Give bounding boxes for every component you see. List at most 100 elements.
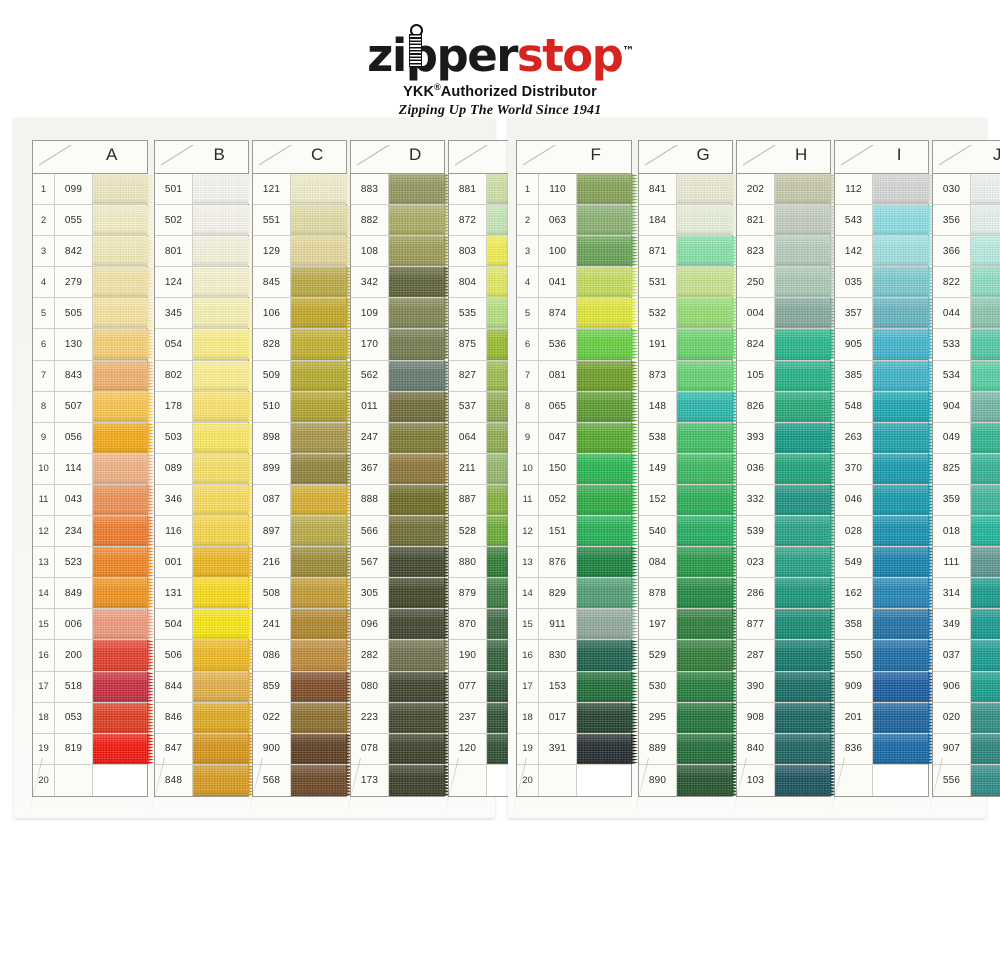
color-swatch[interactable] bbox=[971, 516, 1000, 547]
swatch-row[interactable]: 3 842 bbox=[33, 236, 154, 268]
color-swatch[interactable] bbox=[775, 453, 837, 484]
color-column-g[interactable]: G 841 184 871 531 532 191 873 148 538 149 152 540 084… bbox=[638, 140, 739, 797]
swatch-row[interactable]: 2 063 bbox=[517, 205, 638, 237]
swatch-row[interactable]: 883 bbox=[351, 174, 451, 206]
color-swatch[interactable] bbox=[677, 267, 739, 298]
swatch-row[interactable]: 332 bbox=[737, 484, 837, 517]
swatch-row[interactable]: 510 bbox=[253, 391, 353, 423]
color-swatch[interactable] bbox=[389, 391, 451, 422]
color-swatch[interactable] bbox=[193, 174, 255, 205]
color-swatch[interactable] bbox=[93, 484, 154, 516]
color-swatch[interactable] bbox=[193, 671, 255, 702]
swatch-row[interactable]: 836 bbox=[835, 733, 935, 765]
swatch-row[interactable]: 8 507 bbox=[33, 391, 154, 423]
swatch-row[interactable]: 550 bbox=[835, 640, 935, 672]
color-swatch[interactable] bbox=[291, 453, 353, 484]
swatch-row[interactable]: 086 bbox=[253, 640, 353, 672]
swatch-row[interactable]: 358 bbox=[835, 609, 935, 641]
swatch-row[interactable]: 1 099 bbox=[33, 174, 154, 206]
swatch-row[interactable]: 356 bbox=[933, 205, 1000, 237]
swatch-row[interactable]: 509 bbox=[253, 360, 353, 392]
swatch-row[interactable]: 080 bbox=[351, 671, 451, 703]
color-swatch[interactable] bbox=[577, 516, 638, 547]
swatch-row[interactable]: 848 bbox=[155, 764, 255, 796]
swatch-row[interactable]: 539 bbox=[737, 516, 837, 548]
color-swatch[interactable] bbox=[677, 640, 739, 671]
swatch-row[interactable]: 847 bbox=[155, 733, 255, 765]
swatch-row[interactable]: 036 bbox=[737, 453, 837, 485]
swatch-row[interactable]: 14 849 bbox=[33, 578, 154, 610]
swatch-row[interactable]: 11 052 bbox=[517, 484, 638, 517]
color-swatch[interactable] bbox=[873, 360, 935, 391]
swatch-row[interactable]: 084 bbox=[639, 547, 739, 579]
swatch-row[interactable]: 899 bbox=[253, 453, 353, 485]
color-swatch[interactable] bbox=[677, 174, 739, 205]
color-swatch[interactable] bbox=[93, 764, 147, 796]
color-swatch[interactable] bbox=[971, 174, 1000, 205]
color-swatch[interactable] bbox=[971, 547, 1000, 578]
swatch-row[interactable]: 044 bbox=[933, 298, 1000, 330]
color-swatch[interactable] bbox=[677, 764, 739, 796]
swatch-row[interactable]: 10 150 bbox=[517, 453, 638, 485]
swatch-row[interactable]: 112 bbox=[835, 174, 935, 206]
color-swatch[interactable] bbox=[389, 329, 451, 360]
swatch-row[interactable]: 826 bbox=[737, 391, 837, 423]
color-swatch[interactable] bbox=[193, 516, 255, 547]
color-swatch[interactable] bbox=[677, 547, 739, 578]
color-swatch[interactable] bbox=[93, 733, 154, 764]
swatch-row[interactable]: 393 bbox=[737, 422, 837, 454]
color-swatch[interactable] bbox=[677, 298, 739, 329]
color-swatch[interactable] bbox=[677, 391, 739, 422]
swatch-row[interactable]: 904 bbox=[933, 391, 1000, 423]
swatch-row[interactable]: 828 bbox=[253, 329, 353, 361]
color-swatch[interactable] bbox=[93, 640, 154, 671]
color-swatch[interactable] bbox=[873, 671, 935, 702]
swatch-row[interactable]: 037 bbox=[933, 640, 1000, 672]
swatch-row[interactable]: 540 bbox=[639, 516, 739, 548]
color-swatch[interactable] bbox=[971, 733, 1000, 764]
swatch-row[interactable]: 178 bbox=[155, 391, 255, 423]
color-swatch[interactable] bbox=[677, 205, 739, 236]
swatch-row[interactable]: 2 055 bbox=[33, 205, 154, 237]
swatch-row[interactable]: 900 bbox=[253, 733, 353, 765]
color-swatch[interactable] bbox=[677, 609, 739, 640]
swatch-row[interactable]: 287 bbox=[737, 640, 837, 672]
color-swatch[interactable] bbox=[291, 205, 353, 236]
swatch-row[interactable]: 821 bbox=[737, 205, 837, 237]
swatch-row[interactable]: 131 bbox=[155, 578, 255, 610]
color-swatch[interactable] bbox=[971, 267, 1000, 298]
swatch-row[interactable]: 898 bbox=[253, 422, 353, 454]
swatch-row[interactable]: 349 bbox=[933, 609, 1000, 641]
swatch-row[interactable]: 19 391 bbox=[517, 733, 638, 765]
color-swatch[interactable] bbox=[677, 671, 739, 702]
swatch-row[interactable]: 844 bbox=[155, 671, 255, 703]
color-swatch[interactable] bbox=[577, 174, 638, 205]
swatch-row[interactable]: 250 bbox=[737, 267, 837, 299]
color-swatch[interactable] bbox=[971, 453, 1000, 484]
color-swatch[interactable] bbox=[389, 453, 451, 484]
swatch-row[interactable]: 020 bbox=[933, 702, 1000, 734]
color-swatch[interactable] bbox=[577, 205, 638, 236]
color-swatch[interactable] bbox=[577, 733, 638, 764]
color-swatch[interactable] bbox=[193, 733, 255, 764]
swatch-row[interactable]: 823 bbox=[737, 236, 837, 268]
color-swatch[interactable] bbox=[193, 640, 255, 671]
swatch-row[interactable]: 822 bbox=[933, 267, 1000, 299]
color-swatch[interactable] bbox=[677, 360, 739, 391]
swatch-row[interactable]: 840 bbox=[737, 733, 837, 765]
swatch-row[interactable]: 13 876 bbox=[517, 547, 638, 579]
swatch-row[interactable]: 357 bbox=[835, 298, 935, 330]
color-swatch[interactable] bbox=[677, 516, 739, 547]
swatch-row[interactable]: 8 065 bbox=[517, 391, 638, 423]
color-swatch[interactable] bbox=[971, 640, 1000, 671]
swatch-row[interactable] bbox=[835, 764, 928, 796]
color-swatch[interactable] bbox=[775, 484, 837, 516]
swatch-row[interactable]: 049 bbox=[933, 422, 1000, 454]
swatch-row[interactable]: 859 bbox=[253, 671, 353, 703]
swatch-row[interactable]: 551 bbox=[253, 205, 353, 237]
swatch-row[interactable]: 023 bbox=[737, 547, 837, 579]
color-swatch[interactable] bbox=[775, 329, 837, 360]
swatch-row[interactable]: 19 819 bbox=[33, 733, 154, 765]
swatch-row[interactable]: 030 bbox=[933, 174, 1000, 206]
color-swatch[interactable] bbox=[193, 453, 255, 484]
